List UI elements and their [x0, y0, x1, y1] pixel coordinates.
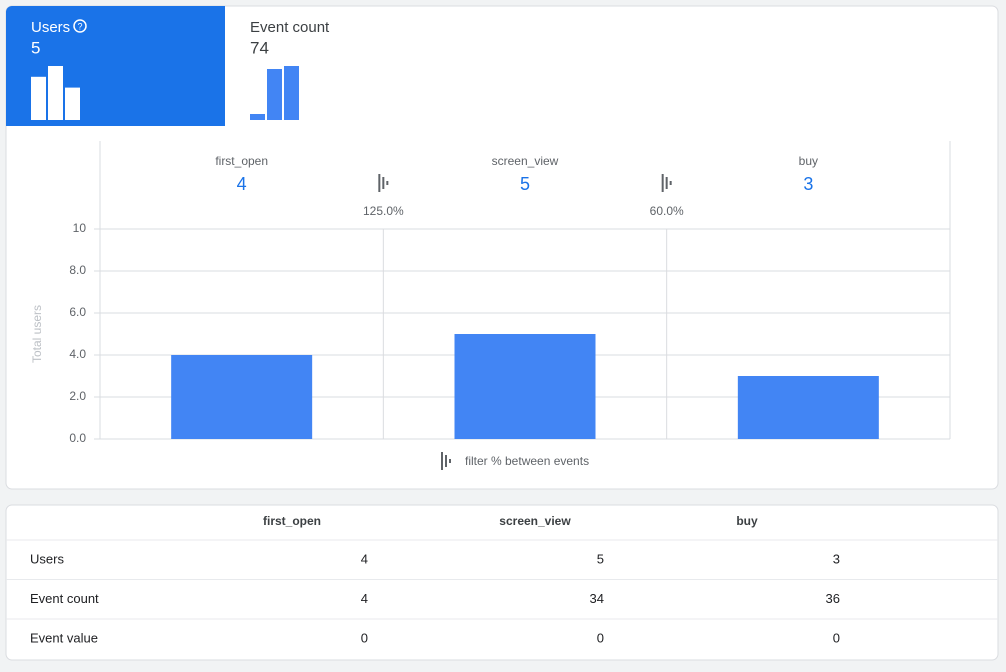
sparkline-bar [48, 66, 63, 120]
y-tick-label: 8.0 [69, 263, 86, 277]
step-name: first_open [215, 154, 268, 168]
table-card [5, 504, 999, 661]
y-tick-label: 2.0 [69, 389, 86, 403]
tab-label: Users [31, 19, 70, 36]
step-percent: 60.0% [650, 204, 684, 218]
y-tick-label: 6.0 [69, 305, 86, 319]
table-cell: 0 [833, 630, 840, 645]
y-axis-label: Total users [30, 305, 44, 363]
sparkline-bar [284, 66, 299, 120]
step-name: buy [799, 154, 818, 168]
table-cell: 36 [826, 591, 840, 606]
filter-icon [378, 174, 381, 192]
filter-icon [445, 455, 447, 467]
filter-icon [382, 177, 385, 189]
filter-icon [661, 174, 664, 192]
table-cell: 4 [361, 551, 368, 566]
y-tick-label: 4.0 [69, 347, 86, 361]
tab-value: 74 [250, 38, 269, 57]
column-header: screen_view [499, 514, 571, 528]
tab-value: 5 [31, 38, 40, 57]
filter-icon [665, 177, 668, 189]
table-cell: 3 [833, 551, 840, 566]
row-label: Event value [30, 630, 98, 645]
y-tick-label: 10 [73, 221, 87, 235]
table-cell: 4 [361, 591, 368, 606]
bar [737, 376, 879, 439]
row-label: Users [30, 551, 64, 566]
filter-icon [386, 181, 389, 185]
filter-icon [441, 452, 443, 470]
filter-icon [449, 459, 451, 463]
step-name: screen_view [492, 154, 559, 168]
table-cell: 0 [361, 630, 368, 645]
bar [454, 334, 596, 439]
help-icon[interactable] [73, 19, 87, 33]
y-tick-label: 0.0 [69, 431, 86, 445]
column-header: first_open [263, 514, 321, 528]
column-header: buy [736, 514, 758, 528]
table-cell: 5 [597, 551, 604, 566]
table-cell: 34 [590, 591, 604, 606]
sparkline-bar [31, 76, 46, 120]
sparkline-bar [250, 114, 265, 120]
tab-label: Event count [250, 19, 330, 36]
step-value: 3 [803, 174, 813, 194]
table-cell: 0 [597, 630, 604, 645]
sparkline-bar [267, 69, 282, 120]
bar [171, 355, 313, 439]
filter-icon [669, 181, 672, 185]
sparkline-bar [65, 87, 80, 120]
step-value: 5 [520, 174, 530, 194]
row-label: Event count [30, 591, 99, 606]
step-percent: 125.0% [363, 204, 404, 218]
legend-note: filter % between events [465, 454, 589, 468]
help-icon-mark: ? [77, 21, 82, 31]
step-value: 4 [237, 174, 247, 194]
